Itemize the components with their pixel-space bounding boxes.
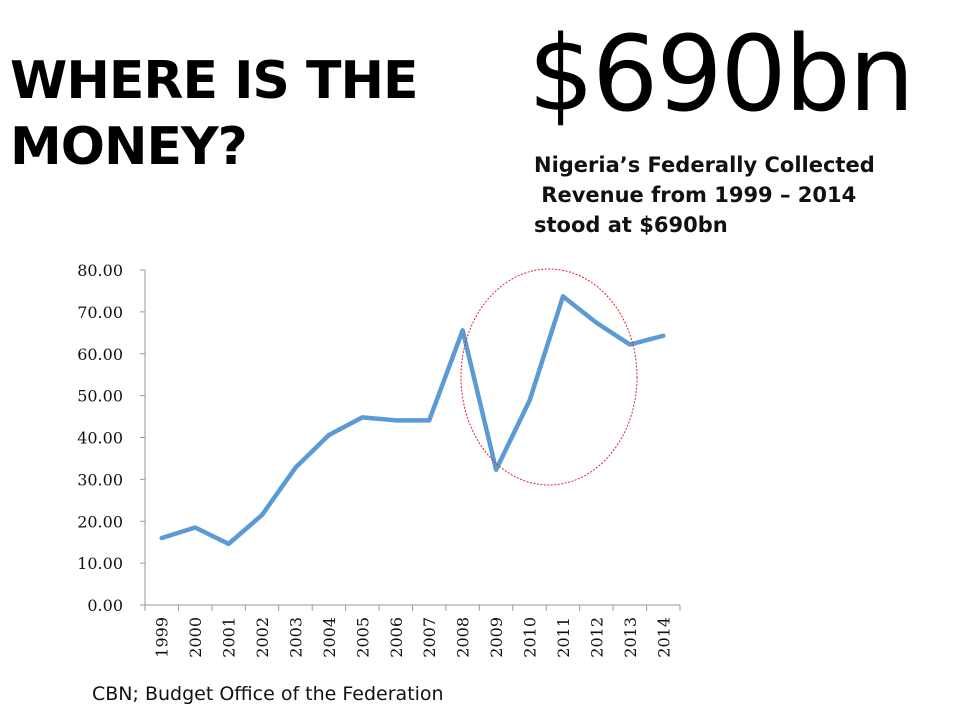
x-tick-label: 2001 — [220, 617, 239, 658]
x-tick-label: 2005 — [353, 617, 372, 658]
y-tick-label: 30.00 — [77, 470, 123, 489]
x-tick-label: 2004 — [320, 617, 339, 658]
x-tick-label: 2009 — [487, 617, 506, 658]
x-tick-label: 2010 — [521, 617, 540, 658]
x-tick-label: 2000 — [186, 617, 205, 658]
x-tick-label: 1999 — [153, 617, 172, 658]
y-tick-label: 10.00 — [77, 554, 123, 573]
x-tick-label: 2012 — [587, 617, 606, 658]
x-tick-label: 2002 — [253, 617, 272, 658]
y-tick-label: 80.00 — [77, 261, 123, 280]
x-tick-label: 2011 — [554, 617, 573, 658]
y-tick-label: 0.00 — [87, 596, 123, 615]
highlight-ellipse — [460, 268, 638, 486]
x-tick-label: 2014 — [654, 617, 673, 658]
y-tick-label: 40.00 — [77, 429, 123, 448]
source-note: CBN; Budget Office of the Federation — [92, 683, 444, 705]
y-tick-label: 60.00 — [77, 345, 123, 364]
headline-figure: $690bn — [528, 13, 915, 135]
y-tick-label: 20.00 — [77, 512, 123, 531]
x-tick-label: 2003 — [286, 617, 305, 658]
y-tick-label: 70.00 — [77, 303, 123, 322]
series-line — [159, 294, 666, 547]
x-tick-label: 2006 — [387, 617, 406, 658]
x-tick-label: 2007 — [420, 617, 439, 658]
y-tick-label: 50.00 — [77, 387, 123, 406]
x-tick-label: 2013 — [621, 617, 640, 658]
subtitle: Nigeria’s Federally Collected Revenue fr… — [534, 153, 875, 237]
slide-title: WHERE IS THE MONEY? — [10, 51, 418, 177]
x-tick-label: 2008 — [454, 617, 473, 658]
